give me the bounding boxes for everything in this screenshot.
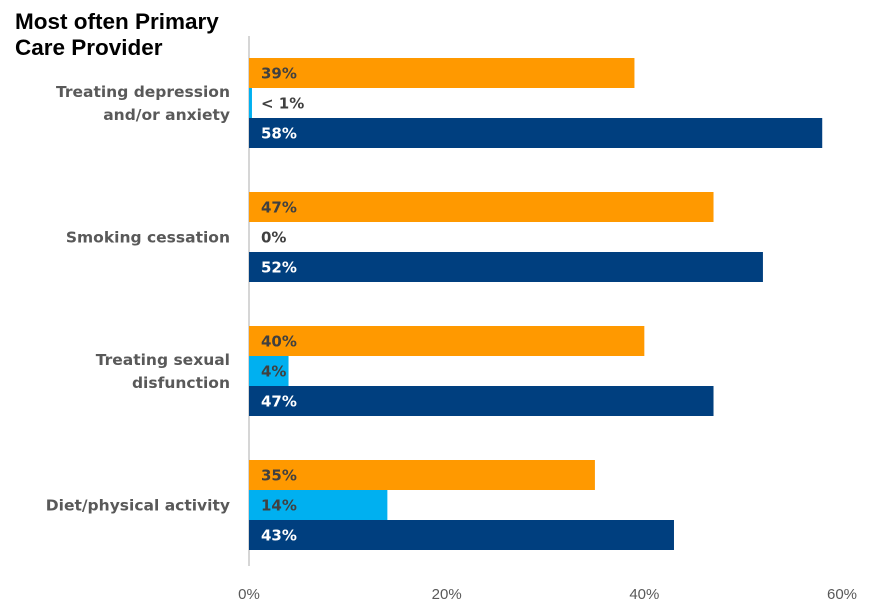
category-label-line: and/or anxiety xyxy=(103,106,230,124)
category-label-line: Diet/physical activity xyxy=(46,497,230,515)
category-label-4: Diet/physical activity xyxy=(46,497,230,515)
bar-1-series-2 xyxy=(249,88,252,118)
bar-2-series-1 xyxy=(249,192,714,222)
category-label-line: disfunction xyxy=(132,374,230,392)
bar-4-series-2 xyxy=(249,490,388,520)
x-tick-label-2: 20% xyxy=(432,586,462,602)
data-label-4-series-2: 14% xyxy=(261,497,297,515)
data-label-2-series-3: 52% xyxy=(261,259,297,277)
bar-4-series-1 xyxy=(249,460,595,490)
x-tick-label-1: 0% xyxy=(238,586,260,602)
data-label-2-series-2: 0% xyxy=(261,229,286,247)
category-label-line: Smoking cessation xyxy=(66,229,230,247)
category-label-1: Treating depression and/or anxiety xyxy=(56,83,230,124)
category-label-2: Smoking cessation xyxy=(66,229,230,247)
data-label-3-series-2: 4% xyxy=(261,363,286,381)
chart-title-line-2: Care Provider xyxy=(15,35,163,60)
data-label-3-series-3: 47% xyxy=(261,393,297,411)
data-label-3-series-1: 40% xyxy=(261,333,297,351)
bar-1-series-3 xyxy=(249,118,823,148)
bar-3-series-2 xyxy=(249,356,289,386)
bar-3-series-3 xyxy=(249,386,714,416)
bars xyxy=(249,58,823,550)
bar-4-series-3 xyxy=(249,520,674,550)
bar-1-series-1 xyxy=(249,58,635,88)
x-tick-label-3: 40% xyxy=(629,586,659,602)
data-label-4-series-1: 35% xyxy=(261,467,297,485)
category-label-3: Treating sexual disfunction xyxy=(96,351,230,392)
data-label-1-series-1: 39% xyxy=(261,65,297,83)
chart-title-line-1: Most often Primary xyxy=(15,9,219,34)
x-tick-labels: 0% 20% 40% 60% xyxy=(238,586,857,602)
category-label-line: Treating depression xyxy=(56,83,230,101)
data-labels: 39% < 1% 58% 47% 0% 52% 40% 4% 47% 35% 14% 43% xyxy=(261,65,304,545)
category-label-line: Treating sexual xyxy=(96,351,230,369)
data-label-2-series-1: 47% xyxy=(261,199,297,217)
category-labels: Treating depression and/or anxiety Smoking… xyxy=(46,83,230,515)
bar-3-series-1 xyxy=(249,326,645,356)
data-label-1-series-3: 58% xyxy=(261,125,297,143)
x-tick-label-4: 60% xyxy=(827,586,857,602)
bar-2-series-3 xyxy=(249,252,763,282)
data-label-4-series-3: 43% xyxy=(261,527,297,545)
data-label-1-series-2: < 1% xyxy=(261,95,304,113)
